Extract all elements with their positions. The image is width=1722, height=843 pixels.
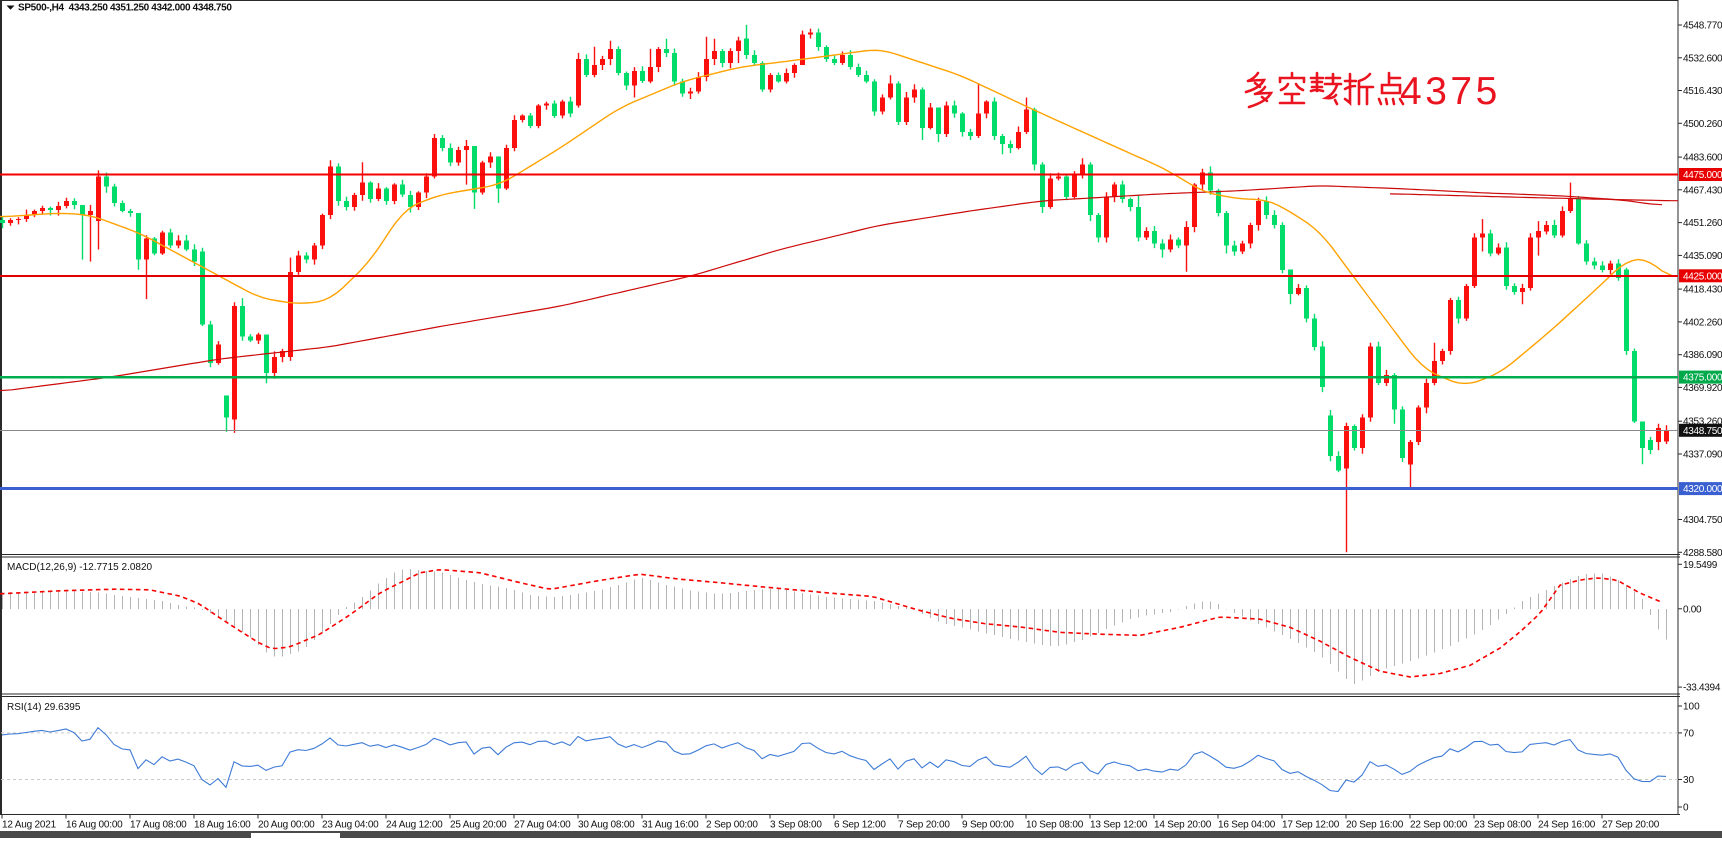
svg-text:20 Sep 16:00: 20 Sep 16:00 [1346, 820, 1404, 831]
svg-text:20 Aug 00:00: 20 Aug 00:00 [258, 820, 315, 831]
svg-text:16 Aug 00:00: 16 Aug 00:00 [66, 820, 123, 831]
svg-text:16 Sep 04:00: 16 Sep 04:00 [1218, 820, 1276, 831]
svg-text:4532.600: 4532.600 [1683, 53, 1722, 64]
svg-text:19.5499: 19.5499 [1683, 560, 1718, 571]
svg-text:4353.260: 4353.260 [1683, 417, 1722, 428]
svg-text:4548.770: 4548.770 [1683, 21, 1722, 32]
svg-text:10 Sep 08:00: 10 Sep 08:00 [1026, 820, 1084, 831]
svg-text:4386.090: 4386.090 [1683, 350, 1722, 361]
svg-text:4375.000: 4375.000 [1683, 373, 1722, 384]
svg-text:4425.000: 4425.000 [1683, 271, 1722, 282]
svg-text:0.00: 0.00 [1683, 604, 1702, 615]
svg-text:4375: 4375 [1400, 70, 1501, 113]
svg-text:0: 0 [1683, 803, 1689, 814]
svg-text:4288.580: 4288.580 [1683, 548, 1722, 559]
svg-text:27 Sep 20:00: 27 Sep 20:00 [1602, 820, 1660, 831]
svg-text:4516.430: 4516.430 [1683, 86, 1722, 97]
svg-text:4337.090: 4337.090 [1683, 450, 1722, 461]
svg-text:4435.090: 4435.090 [1683, 251, 1722, 262]
svg-text:4483.600: 4483.600 [1683, 153, 1722, 164]
svg-text:3 Sep 08:00: 3 Sep 08:00 [770, 820, 822, 831]
svg-text:31 Aug 16:00: 31 Aug 16:00 [642, 820, 699, 831]
svg-text:18 Aug 16:00: 18 Aug 16:00 [194, 820, 251, 831]
svg-text:MACD(12,26,9) -12.7715 2.0820: MACD(12,26,9) -12.7715 2.0820 [7, 562, 153, 573]
svg-text:4402.260: 4402.260 [1683, 317, 1722, 328]
svg-text:70: 70 [1683, 728, 1695, 739]
svg-text:17 Aug 08:00: 17 Aug 08:00 [130, 820, 187, 831]
svg-text:12 Aug 2021: 12 Aug 2021 [2, 820, 57, 831]
svg-text:24 Sep 16:00: 24 Sep 16:00 [1538, 820, 1596, 831]
svg-text:4475.000: 4475.000 [1683, 170, 1722, 181]
svg-text:-33.4394: -33.4394 [1683, 683, 1721, 694]
svg-text:14 Sep 20:00: 14 Sep 20:00 [1154, 820, 1212, 831]
svg-text:23 Sep 08:00: 23 Sep 08:00 [1474, 820, 1532, 831]
svg-text:17 Sep 12:00: 17 Sep 12:00 [1282, 820, 1340, 831]
svg-text:30: 30 [1683, 775, 1695, 786]
svg-text:30 Aug 08:00: 30 Aug 08:00 [578, 820, 635, 831]
svg-text:4500.260: 4500.260 [1683, 119, 1722, 130]
svg-text:22 Sep 00:00: 22 Sep 00:00 [1410, 820, 1468, 831]
svg-text:25 Aug 20:00: 25 Aug 20:00 [450, 820, 507, 831]
svg-text:4348.750: 4348.750 [1683, 426, 1722, 437]
svg-text:6 Sep 12:00: 6 Sep 12:00 [834, 820, 886, 831]
svg-text:9 Sep 00:00: 9 Sep 00:00 [962, 820, 1014, 831]
svg-text:4467.430: 4467.430 [1683, 185, 1722, 196]
svg-text:4451.260: 4451.260 [1683, 218, 1722, 229]
svg-text:27 Aug 04:00: 27 Aug 04:00 [514, 820, 571, 831]
svg-text:4320.000: 4320.000 [1683, 484, 1722, 495]
svg-text:100: 100 [1683, 702, 1700, 713]
svg-text:2 Sep 00:00: 2 Sep 00:00 [706, 820, 758, 831]
svg-text:24 Aug 12:00: 24 Aug 12:00 [386, 820, 443, 831]
svg-text:13 Sep 12:00: 13 Sep 12:00 [1090, 820, 1148, 831]
svg-text:4304.750: 4304.750 [1683, 515, 1722, 526]
svg-text:RSI(14) 29.6395: RSI(14) 29.6395 [7, 702, 81, 713]
svg-text:7 Sep 20:00: 7 Sep 20:00 [898, 820, 950, 831]
svg-text:4369.920: 4369.920 [1683, 383, 1722, 394]
svg-text:SP500-,H4 4343.250 4351.250 4: SP500-,H4 4343.250 4351.250 4342.000 434… [18, 3, 232, 14]
svg-text:23 Aug 04:00: 23 Aug 04:00 [322, 820, 379, 831]
svg-text:4418.430: 4418.430 [1683, 285, 1722, 296]
